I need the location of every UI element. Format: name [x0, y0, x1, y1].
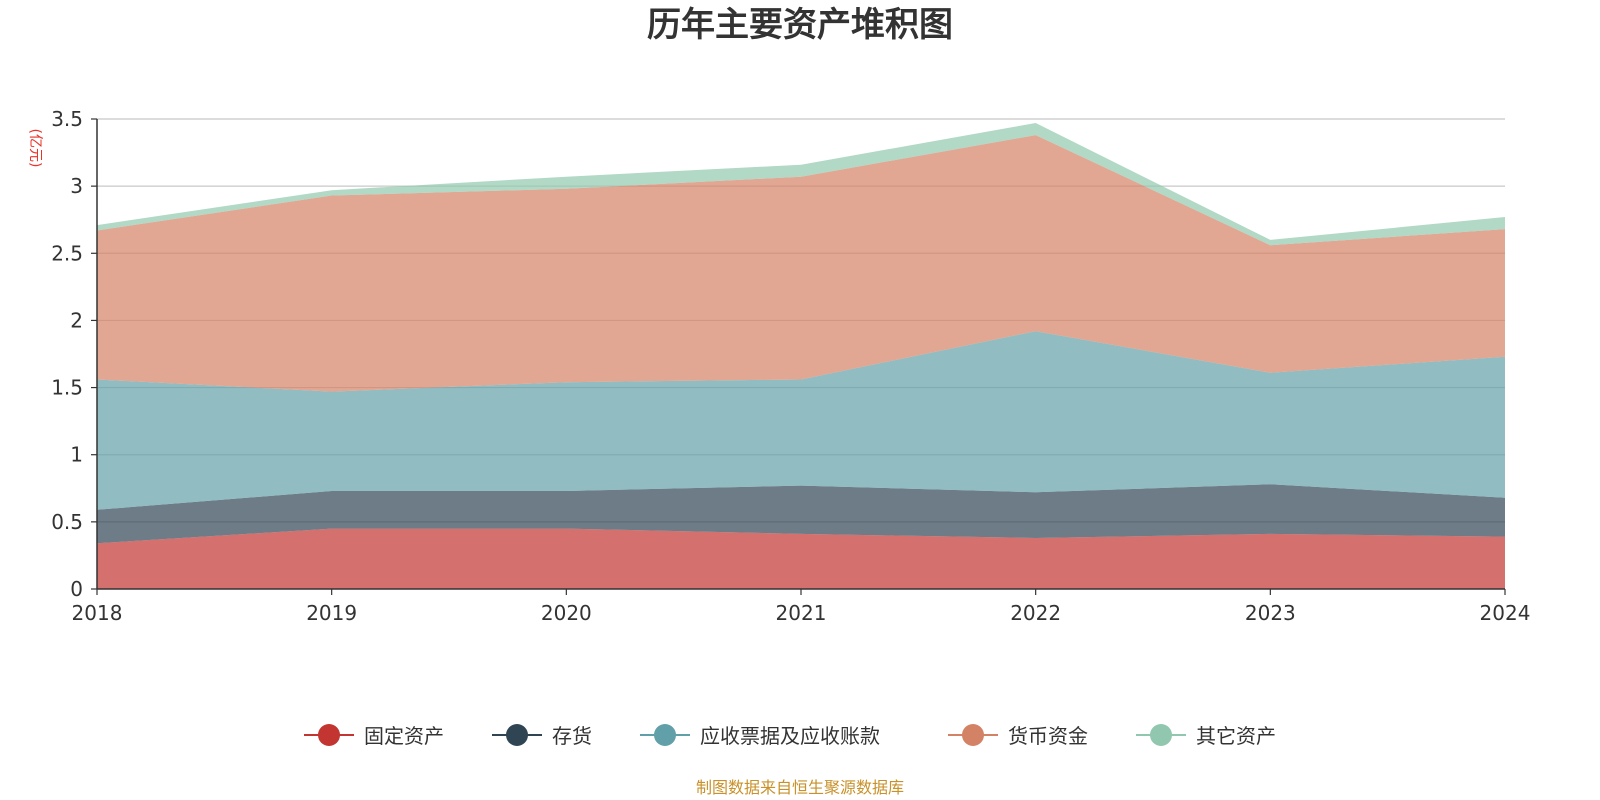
legend-item[interactable]: 固定资产 [304, 724, 444, 748]
legend-marker [506, 724, 528, 746]
legend-label: 其它资产 [1196, 724, 1276, 748]
area-series-5 [97, 123, 1505, 246]
legend-item[interactable]: 货币资金 [948, 724, 1088, 748]
y-axis-unit-label: (亿元) [27, 129, 43, 168]
area-series-2 [97, 484, 1505, 544]
x-axis-ticks: 2018 2019 2020 2021 2022 2023 2024 [72, 589, 1531, 625]
area-series-1 [97, 528, 1505, 589]
stacked-areas [97, 123, 1505, 589]
y-axis-ticks: 0 0.5 1 1.5 2 2.5 3 3.5 [51, 107, 97, 601]
y-tick-label: 0.5 [51, 510, 83, 534]
x-tick-label: 2019 [306, 601, 357, 625]
x-tick-label: 2023 [1245, 601, 1296, 625]
legend-item[interactable]: 其它资产 [1136, 724, 1276, 748]
legend-marker [318, 724, 340, 746]
y-tick-label: 1 [70, 443, 83, 467]
x-tick-label: 2022 [1010, 601, 1061, 625]
y-tick-label: 2 [70, 308, 83, 332]
y-tick-label: 1.5 [51, 376, 83, 400]
legend-label: 固定资产 [364, 724, 444, 748]
legend-label: 货币资金 [1008, 724, 1088, 748]
legend-marker [654, 724, 676, 746]
legend-marker [1150, 724, 1172, 746]
chart-title: 历年主要资产堆积图 [647, 5, 953, 45]
legend: 固定资产 存货 应收票据及应收账款 货币资金 其它资产 [304, 724, 1276, 748]
legend-label: 应收票据及应收账款 [700, 724, 880, 748]
x-tick-label: 2020 [541, 601, 592, 625]
y-tick-label: 0 [70, 577, 83, 601]
y-tick-label: 3 [70, 174, 83, 198]
x-tick-label: 2018 [72, 601, 123, 625]
source-note: 制图数据来自恒生聚源数据库 [696, 778, 904, 797]
legend-label: 存货 [552, 724, 592, 748]
legend-item[interactable]: 存货 [492, 724, 592, 748]
y-tick-label: 3.5 [51, 107, 83, 131]
x-tick-label: 2024 [1480, 601, 1531, 625]
legend-marker [962, 724, 984, 746]
legend-item[interactable]: 应收票据及应收账款 [640, 724, 880, 748]
area-series-4 [97, 135, 1505, 392]
area-series-3 [97, 331, 1505, 510]
y-tick-label: 2.5 [51, 241, 83, 265]
x-tick-label: 2021 [776, 601, 827, 625]
